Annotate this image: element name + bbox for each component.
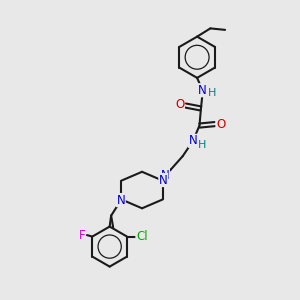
Text: N: N [159, 173, 168, 187]
Text: N: N [189, 134, 197, 147]
Text: N: N [160, 169, 169, 182]
Text: H: H [208, 88, 216, 98]
Text: H: H [198, 140, 206, 150]
Text: O: O [175, 98, 184, 111]
Text: Cl: Cl [136, 230, 148, 243]
Text: F: F [78, 229, 85, 242]
Text: N: N [116, 194, 125, 207]
Text: N: N [198, 84, 207, 97]
Text: O: O [216, 118, 225, 130]
